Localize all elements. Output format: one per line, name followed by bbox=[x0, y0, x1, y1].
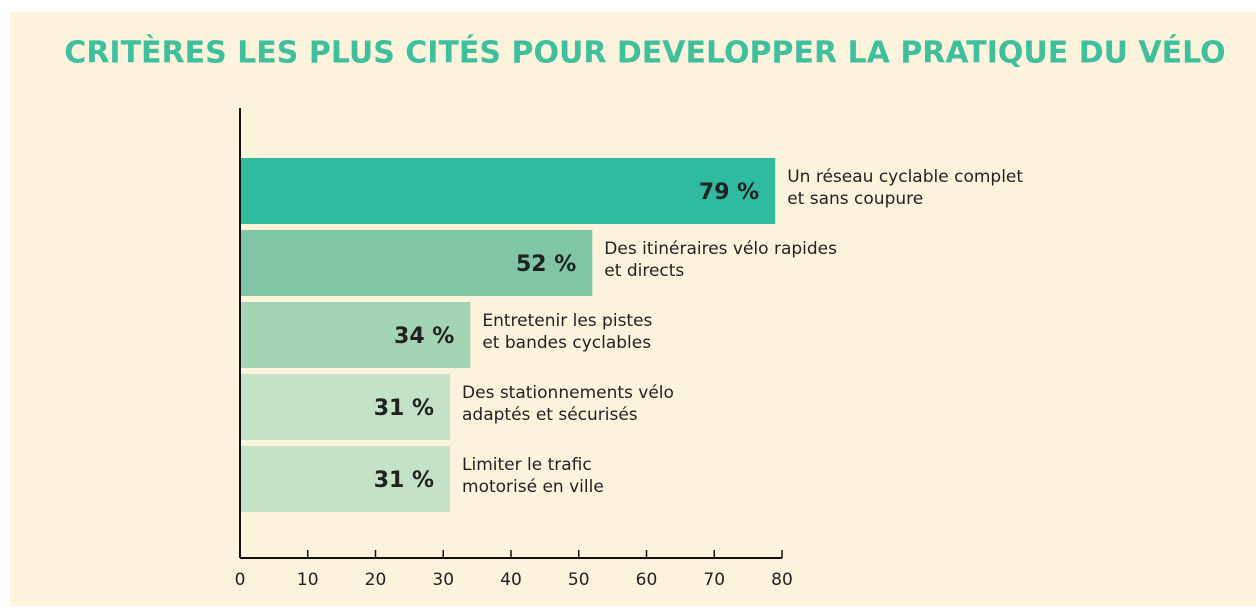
category-label: Entretenir les pistes et bandes cyclable… bbox=[482, 311, 653, 353]
x-tick-label: 10 bbox=[297, 570, 319, 590]
x-tick-label: 30 bbox=[432, 570, 454, 590]
x-tick-label: 70 bbox=[703, 570, 725, 590]
bar bbox=[240, 374, 451, 440]
value-label: 52 % bbox=[516, 252, 576, 277]
x-tick-label: 20 bbox=[365, 570, 387, 590]
category-label: Un réseau cyclable complet et sans coupu… bbox=[787, 167, 1024, 209]
value-label: 34 % bbox=[394, 324, 454, 349]
x-tick-label: 50 bbox=[568, 570, 590, 590]
category-label: Des itinéraires vélo rapides et directs bbox=[604, 239, 837, 281]
x-tick-label: 0 bbox=[235, 570, 246, 590]
bar bbox=[240, 446, 451, 512]
category-label: Des stationnements vélo adaptés et sécur… bbox=[462, 383, 674, 425]
panel bbox=[10, 12, 1256, 606]
category-label: Limiter le trafic motorisé en ville bbox=[462, 455, 604, 497]
value-label: 31 % bbox=[374, 396, 434, 421]
bar bbox=[240, 230, 593, 296]
value-label: 31 % bbox=[374, 468, 434, 493]
x-tick-label: 80 bbox=[771, 570, 793, 590]
chart-title: CRITÈRES LES PLUS CITÉS POUR DEVELOPPER … bbox=[64, 35, 1225, 71]
bar bbox=[240, 302, 471, 368]
value-label: 79 % bbox=[699, 180, 759, 205]
bar bbox=[240, 158, 776, 224]
x-tick-label: 40 bbox=[500, 570, 522, 590]
x-tick-label: 60 bbox=[636, 570, 658, 590]
